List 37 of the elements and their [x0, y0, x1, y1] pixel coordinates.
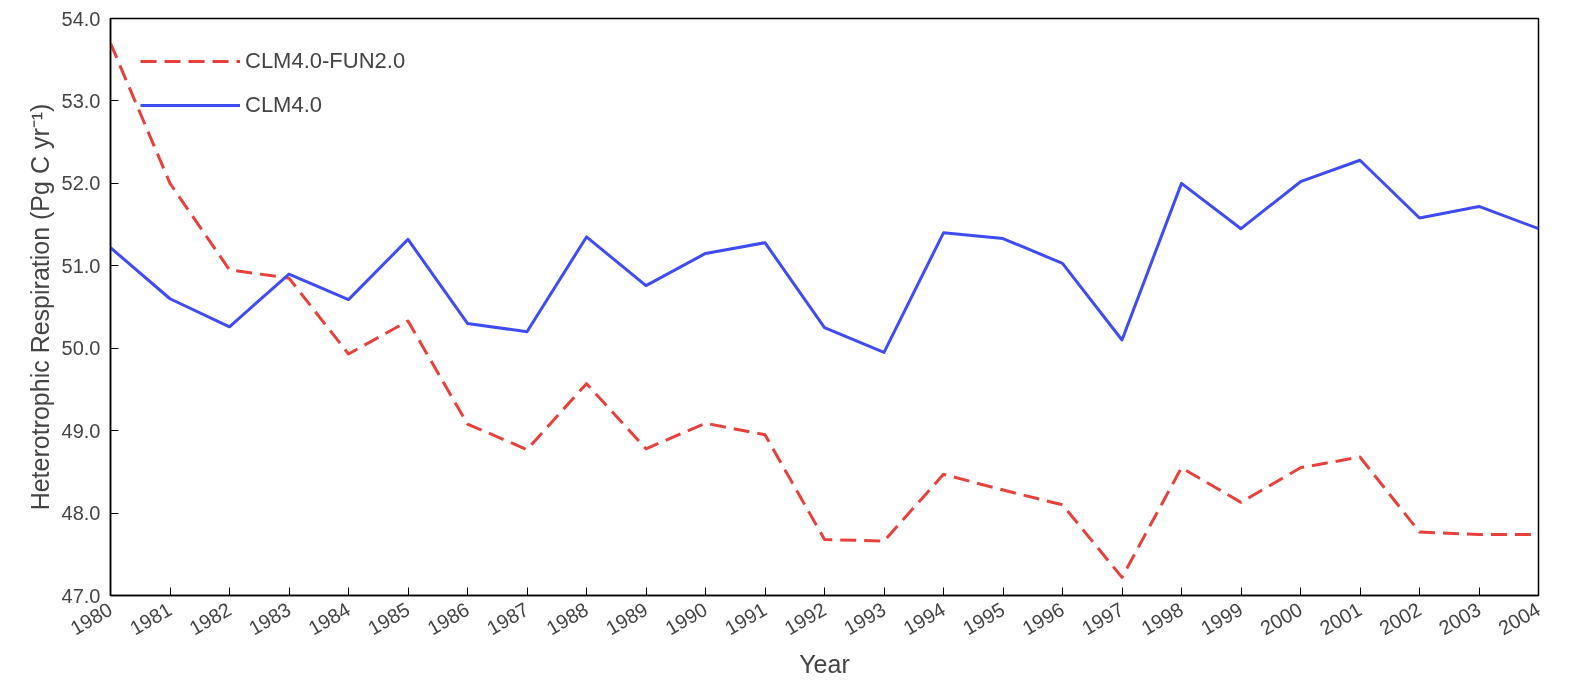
y-tick-label: 51.0	[61, 254, 101, 277]
y-tick-label: 53.0	[61, 89, 101, 112]
x-tick-label: 1987	[482, 597, 533, 640]
x-tick-label: 1991	[720, 597, 771, 640]
x-tick-label: 1995	[958, 597, 1009, 640]
x-tick-label: 1998	[1137, 597, 1188, 640]
x-tick-label: 2002	[1375, 597, 1426, 640]
x-tick-label: 1997	[1077, 597, 1128, 640]
x-tick-label: 1988	[542, 597, 593, 640]
x-tick-label: 1999	[1196, 597, 1247, 640]
legend-label: CLM4.0-FUN2.0	[245, 48, 406, 74]
x-tick-label: 1981	[125, 597, 176, 640]
x-tick-label: 1994	[899, 597, 950, 640]
y-tick-label: 52.0	[61, 172, 101, 195]
y-tick-label: 48.0	[61, 502, 101, 525]
y-tick-label: 49.0	[61, 419, 101, 442]
x-tick-label: 1990	[661, 597, 712, 640]
x-tick-label: 1993	[839, 597, 890, 640]
x-axis-title: Year	[799, 649, 850, 678]
x-tick-label: 1985	[363, 597, 414, 640]
y-tick-label: 54.0	[61, 7, 101, 30]
x-tick-label: 1996	[1018, 597, 1069, 640]
x-tick-label: 1982	[185, 597, 236, 640]
x-tick-label: 1992	[780, 597, 831, 640]
x-tick-label: 2000	[1256, 597, 1307, 640]
x-tick-label: 2001	[1315, 597, 1366, 640]
legend-label: CLM4.0	[245, 92, 323, 118]
x-tick-label: 2003	[1434, 597, 1485, 640]
x-tick-label: 1983	[244, 597, 295, 640]
line-series	[110, 158, 1539, 354]
y-tick-label: 50.0	[61, 337, 101, 360]
y-axis-title: Heterotrophic Respiration (Pg C yr⁻¹)	[25, 103, 54, 511]
x-tick-label: 1989	[601, 597, 652, 640]
x-tick-label: 1984	[304, 597, 355, 640]
x-tick-label: 2004	[1494, 597, 1545, 640]
x-tick-label: 1986	[423, 597, 474, 640]
y-tick-label: 47.0	[61, 584, 101, 607]
